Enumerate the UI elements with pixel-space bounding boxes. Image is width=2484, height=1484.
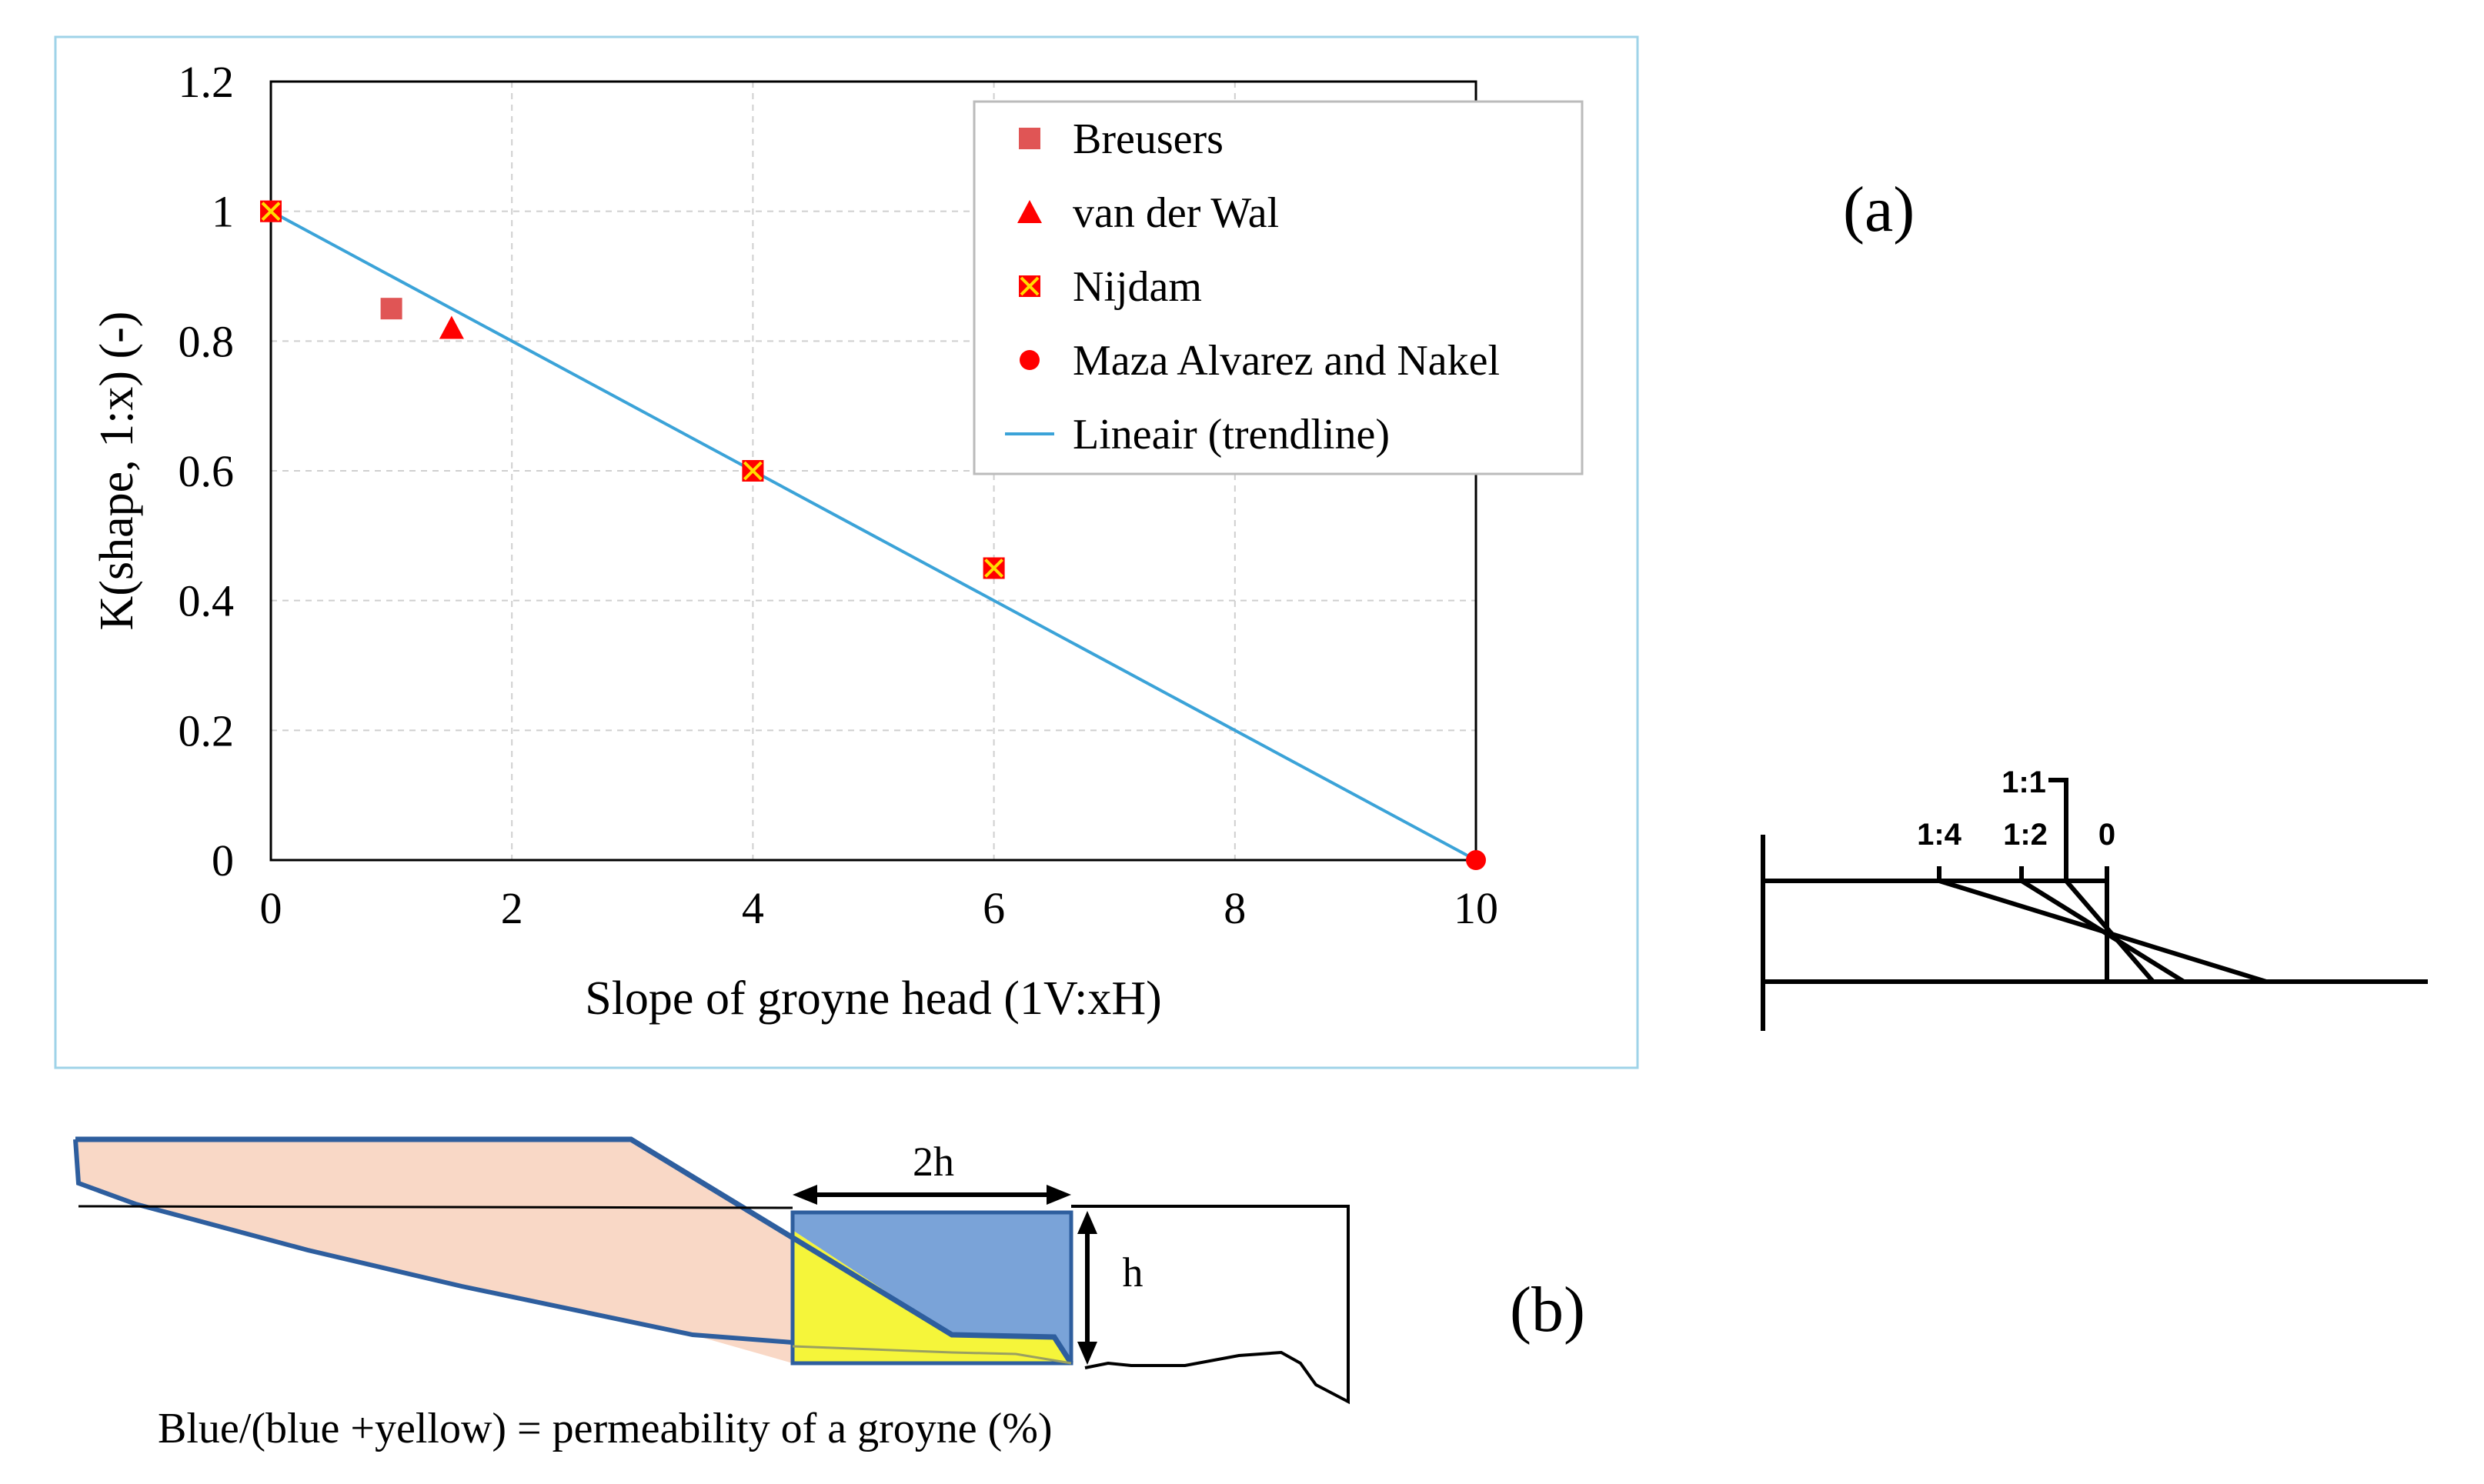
slope-label-1-4: 1:4 bbox=[1917, 818, 1962, 852]
bed-profile-outline bbox=[73, 1139, 793, 1345]
legend-label: Lineair (trendline) bbox=[1073, 411, 1390, 459]
data-point-cross bbox=[984, 559, 1004, 578]
permeability-sketch bbox=[73, 1136, 1350, 1405]
dimension-h-label: h bbox=[1123, 1249, 1144, 1296]
x-tick-label: 0 bbox=[260, 883, 282, 933]
legend-label: Breusers bbox=[1073, 115, 1224, 163]
panel-label-a: (a) bbox=[1843, 174, 1915, 245]
slope-sketch bbox=[1761, 778, 2428, 1031]
dimension-h-arrow bbox=[1077, 1211, 1097, 1365]
legend-marker bbox=[1020, 350, 1040, 370]
data-point bbox=[260, 200, 282, 222]
y-tick-label: 0 bbox=[212, 835, 234, 885]
axis-ticks: 0 2 4 6 8 10 0 0.2 0.4 0.6 0.8 1 1.2 bbox=[179, 57, 1499, 933]
data-point-cross bbox=[743, 461, 763, 481]
permeability-caption: Blue/(blue +yellow) = permeability of a … bbox=[158, 1405, 1053, 1452]
x-tick-label: 10 bbox=[1454, 883, 1498, 933]
y-tick-label: 1 bbox=[212, 187, 234, 237]
legend-marker bbox=[1017, 200, 1042, 223]
panel-label-b: (b) bbox=[1510, 1274, 1585, 1346]
blue-region bbox=[793, 1212, 1071, 1363]
trendline bbox=[270, 209, 1477, 862]
chart-panel: 0 2 4 6 8 10 0 0.2 0.4 0.6 0.8 1 1.2 Slope of groyne… bbox=[54, 35, 1639, 1069]
groyne-box-outline bbox=[790, 1210, 1073, 1366]
x-tick-label: 4 bbox=[742, 883, 764, 933]
channel-outline bbox=[1071, 1205, 1350, 1405]
chart-legend: Breusers van der Wal Nijdam Maza Alvarez an… bbox=[973, 100, 1584, 475]
flow-region-peach bbox=[75, 1139, 794, 1363]
slope-label-0: 0 bbox=[2098, 818, 2115, 852]
legend-label: van der Wal bbox=[1073, 189, 1279, 237]
yellow-region bbox=[793, 1230, 1071, 1363]
x-axis-title: Slope of groyne head (1V:xH) bbox=[585, 972, 1162, 1025]
legend-label: Nijdam bbox=[1073, 263, 1202, 311]
data-point bbox=[742, 460, 764, 482]
slope-label-1-2: 1:2 bbox=[2003, 818, 2048, 852]
groyne-profile-outline bbox=[75, 1136, 1073, 1365]
water-surface-line bbox=[78, 1205, 793, 1209]
y-axis-title: K(shape, 1:x) (-) bbox=[91, 312, 143, 631]
legend-marker bbox=[1019, 128, 1040, 149]
x-tick-label: 6 bbox=[983, 883, 1005, 933]
slope-label-1-1: 1:1 bbox=[2002, 765, 2046, 799]
slope-line-1-2 bbox=[2020, 879, 2185, 984]
chart-data-marks bbox=[260, 200, 1486, 870]
slope-line-1-1 bbox=[2064, 879, 2155, 983]
data-point bbox=[983, 557, 1005, 579]
y-tick-label: 0.2 bbox=[179, 705, 235, 755]
y-tick-label: 0.6 bbox=[179, 446, 235, 496]
bed-faint-line bbox=[792, 1345, 1072, 1365]
leader-1-1 bbox=[2048, 778, 2068, 881]
data-point bbox=[380, 298, 402, 320]
legend-marker bbox=[1019, 275, 1040, 297]
legend-marker-cross bbox=[1020, 276, 1040, 296]
legend-entries: Breusers van der Wal Nijdam Maza Alvarez an… bbox=[1005, 115, 1500, 459]
y-tick-label: 0.8 bbox=[179, 316, 235, 366]
dimension-2h-label: 2h bbox=[913, 1139, 954, 1185]
data-point-cross bbox=[261, 202, 281, 222]
legend-box bbox=[973, 100, 1584, 475]
y-tick-label: 0.4 bbox=[179, 576, 235, 626]
x-tick-label: 2 bbox=[501, 883, 523, 933]
legend-label: Maza Alvarez and Nakel bbox=[1073, 337, 1500, 385]
y-tick-label: 1.2 bbox=[179, 57, 235, 107]
x-tick-label: 8 bbox=[1224, 883, 1246, 933]
data-point bbox=[1466, 850, 1486, 870]
dimension-2h-arrow bbox=[793, 1185, 1071, 1205]
data-point bbox=[439, 315, 464, 339]
